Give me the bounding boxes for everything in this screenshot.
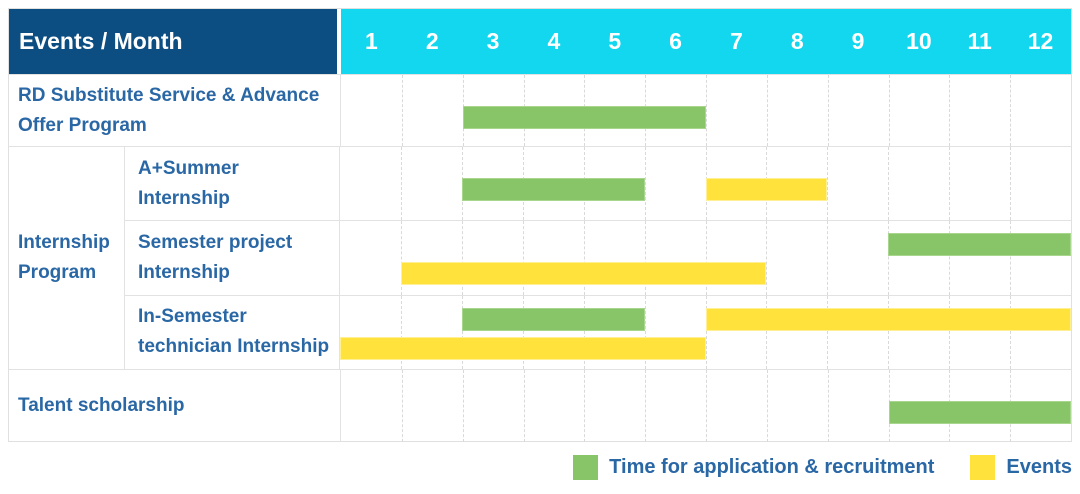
month-gridline [583,295,585,369]
row-label: Semester project Internship [125,221,340,295]
month-label: 7 [729,28,743,54]
legend-label: Events [1006,455,1072,478]
month-gridline [827,147,829,221]
row-label: A+Summer Internship [125,147,340,221]
month-gridline [705,221,707,295]
events-period-bar [400,262,767,286]
application-period-bar [888,233,1071,257]
month-gridline [522,295,524,369]
month-gridline [1010,221,1012,295]
events-month-header: Events / Month [9,9,337,74]
legend-label: Time for application & recruitment [609,455,935,478]
month-gridline [766,221,768,295]
month-gridline [462,370,464,442]
events-period-bar [705,307,1071,331]
header-divider [337,9,341,74]
row-label: Talent scholarship [9,370,341,442]
month-gridline [1010,295,1012,369]
application-period-bar [461,307,645,331]
month-label: 8 [790,28,804,54]
month-label: 6 [669,28,682,54]
legend: Time for application & recruitment Event… [8,447,1072,487]
month-label: 5 [608,28,622,54]
month-label: 3 [486,28,500,54]
events-period-bar [705,178,828,201]
yellow-swatch-icon [970,454,996,480]
month-gridline [644,295,646,369]
row-rd-substitute: RD Substitute Service & Advance Offer Pr… [9,74,1071,146]
month-gridline [766,370,768,442]
month-gridline [400,221,402,295]
events-period-bar [340,336,706,360]
month-header: 1 2 3 4 5 6 7 8 9 10 11 12 [341,9,1071,74]
month-gridline [766,295,768,369]
month-gridline [827,370,829,442]
month-gridline [461,295,463,369]
month-gridline [888,75,890,146]
month-gridline [888,221,890,295]
application-period-bar [888,401,1071,424]
month-gridline [1010,147,1012,221]
group-label: Internship Program [9,147,125,369]
row-bars [340,147,1071,221]
month-gridline [1010,75,1012,146]
group-subrows: A+Summer Internship Semester project Int… [125,147,1071,369]
row-bars [340,221,1071,295]
month-gridline [766,75,768,146]
month-gridline [644,221,646,295]
legend-item-events: Events [970,454,1072,480]
month-gridline [461,221,463,295]
row-a-summer: A+Summer Internship [125,147,1071,221]
gantt-table: Events / Month 1 2 3 4 5 6 7 8 9 10 11 12 RD Substi… [8,8,1072,442]
month-gridline [888,295,890,369]
month-label: 12 [1027,28,1054,54]
month-gridline [400,147,402,221]
month-gridline [584,370,586,442]
month-gridline [706,75,707,146]
month-label: 4 [547,28,561,54]
month-gridline [705,295,707,369]
month-gridline [827,75,829,146]
month-gridline [827,221,829,295]
month-gridline [583,221,585,295]
row-in-semester: In-Semester technician Internship [125,294,1071,369]
row-label: RD Substitute Service & Advance Offer Pr… [9,75,341,146]
row-bars [341,75,1071,146]
month-label: 2 [425,28,439,54]
month-gridline [400,295,402,369]
legend-item-application: Time for application & recruitment [573,454,935,480]
month-gridline [888,147,890,221]
internship-program-group: Internship Program A+Summer Internship S… [9,146,1071,369]
month-gridline [949,147,951,221]
month-gridline [827,295,829,369]
header-row: Events / Month 1 2 3 4 5 6 7 8 9 10 11 12 [9,9,1071,74]
month-gridline [949,221,951,295]
month-gridline [401,370,403,442]
month-label: 11 [967,28,992,54]
application-period-bar [461,178,645,201]
application-period-bar [462,106,706,129]
month-gridline [949,75,951,146]
month-label: 9 [851,28,865,54]
month-gridline [644,147,646,221]
month-gridline [949,295,951,369]
month-gridline [645,370,647,442]
month-label: 1 [365,28,378,54]
row-semester-project: Semester project Internship [125,220,1071,295]
month-gridline [522,221,524,295]
row-talent-scholarship: Talent scholarship [9,369,1071,442]
month-gridline [523,370,525,442]
month-label: 10 [906,28,932,54]
row-bars [341,370,1071,442]
green-swatch-icon [573,454,599,480]
month-gridline [401,75,403,146]
month-gridline [706,370,707,442]
row-label: In-Semester technician Internship [125,295,340,369]
row-bars [340,295,1071,369]
